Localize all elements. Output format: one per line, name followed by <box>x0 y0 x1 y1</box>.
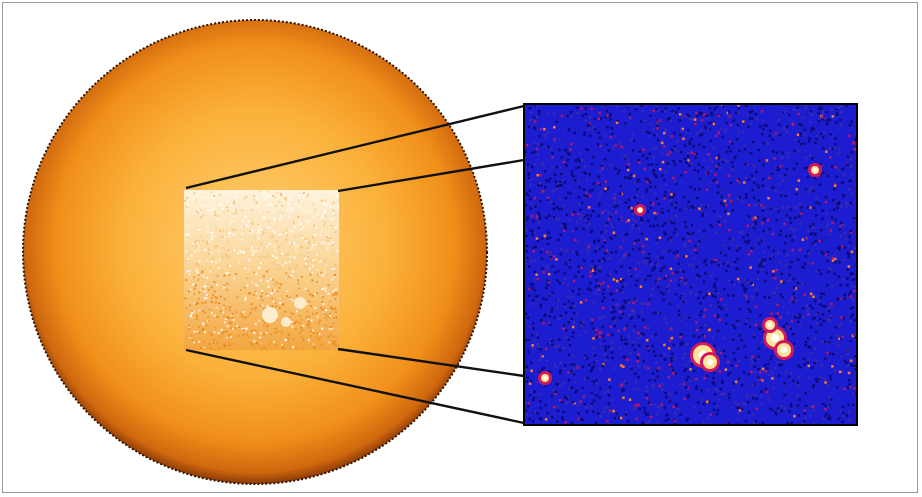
connector-bottom-right <box>337 347 525 378</box>
zoom-connector-lines <box>185 104 525 425</box>
zoom-region-image <box>184 190 339 350</box>
magnetogram-inset-image <box>523 103 858 426</box>
connector-top-right <box>337 158 525 193</box>
connector-bottom-left <box>185 348 525 425</box>
connector-top-left <box>185 104 525 190</box>
